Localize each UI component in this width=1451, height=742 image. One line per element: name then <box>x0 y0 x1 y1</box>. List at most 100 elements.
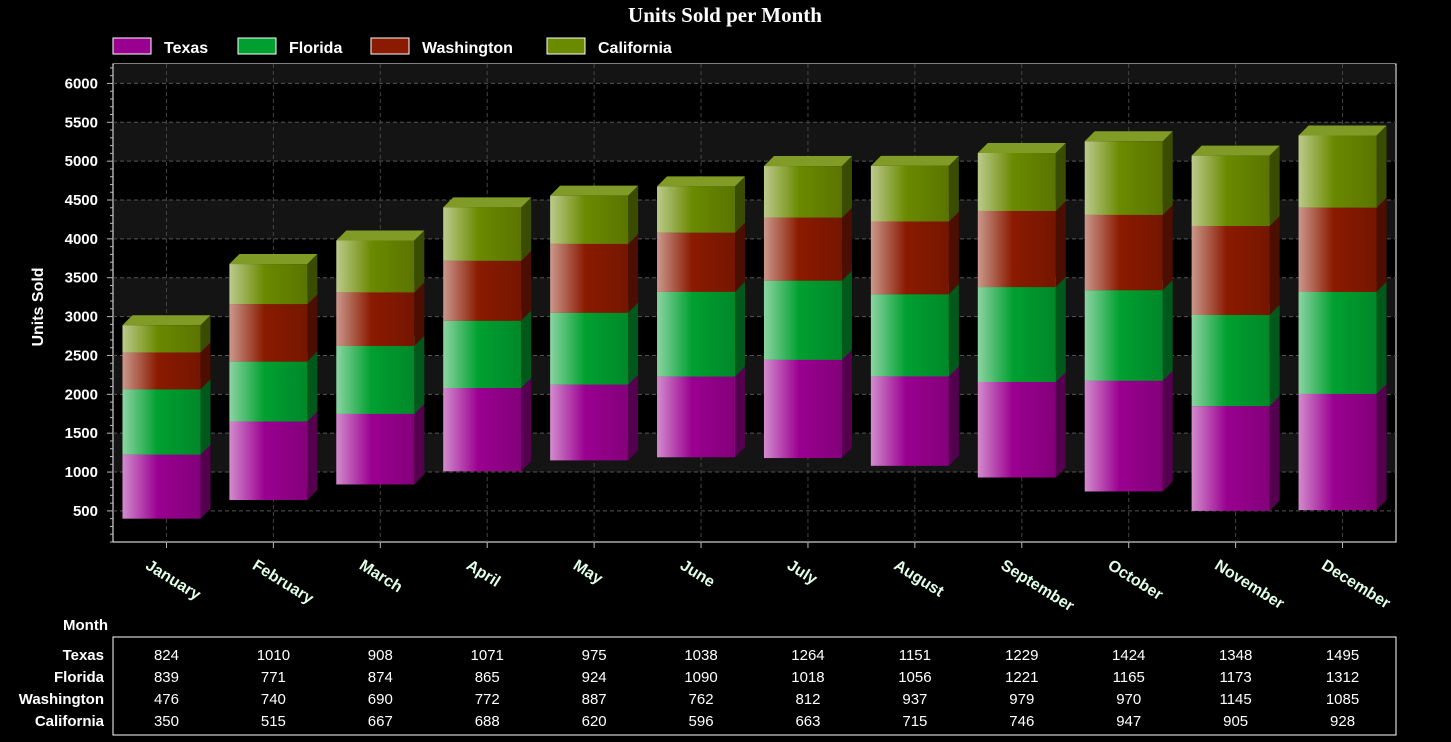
bar-side-face <box>307 411 318 501</box>
bar-side-face <box>1376 125 1387 208</box>
bar-side-face <box>1269 396 1280 511</box>
bar-front-face <box>657 376 736 458</box>
bar-top-face <box>550 185 639 196</box>
bar-top-face <box>122 315 211 326</box>
bar-side-face <box>628 302 639 385</box>
legend-swatch <box>546 37 586 55</box>
table-cell: 1173 <box>1219 669 1251 686</box>
bar-front-face <box>977 287 1056 382</box>
bar-front-face <box>336 345 415 414</box>
bar-side-face <box>1269 304 1280 407</box>
bar-side-face <box>200 315 211 353</box>
bar-top-face <box>977 142 1066 153</box>
table-cell: 865 <box>475 669 500 686</box>
bar-segment <box>229 294 318 362</box>
table-cell: 1229 <box>1005 647 1038 664</box>
bar-side-face <box>1162 131 1173 215</box>
bar-segment <box>1084 370 1173 492</box>
table-cell: 1056 <box>898 669 931 686</box>
bar-segment <box>229 411 318 501</box>
table-cell: 715 <box>902 713 927 730</box>
bar-front-face <box>763 166 842 218</box>
bar-front-face <box>1191 155 1270 226</box>
bar-segment <box>443 310 532 389</box>
legend-label: Washington <box>422 40 513 57</box>
bar-side-face <box>1162 370 1173 492</box>
bar-front-face <box>1191 225 1270 315</box>
bar-front-face <box>443 260 522 321</box>
table-row-label: Florida <box>54 669 105 686</box>
table-cell: 772 <box>475 691 500 708</box>
bar-side-face <box>948 366 959 466</box>
bar-side-face <box>1269 145 1280 226</box>
bar-side-face <box>521 310 532 389</box>
table-cell: 824 <box>154 647 179 664</box>
legend-item: Texas <box>112 37 208 57</box>
bar-front-face <box>443 320 522 389</box>
x-tick-label: May <box>570 557 605 588</box>
bar-segment <box>1084 131 1173 215</box>
table-cell: 350 <box>154 713 179 730</box>
bar-side-face <box>1162 280 1173 381</box>
table-cell: 979 <box>1009 691 1034 708</box>
bar-side-face <box>1376 383 1387 511</box>
bar-front-face <box>1084 380 1163 492</box>
legend-item: Washington <box>370 37 513 57</box>
x-tick-label: September <box>998 557 1077 615</box>
bar-stack <box>1298 125 1387 511</box>
y-tick-label: 4000 <box>65 231 98 248</box>
bar-segment <box>443 378 532 472</box>
bar-side-face <box>628 185 639 244</box>
bar-top-face <box>763 156 852 167</box>
bar-front-face <box>1084 290 1163 381</box>
table-cell: 620 <box>582 713 607 730</box>
grid-band <box>114 200 1395 239</box>
bar-front-face <box>122 352 201 390</box>
bar-side-face <box>735 366 746 458</box>
table-row: Florida 839 771 874 865 924 1090 1018 1056 1221 11… <box>54 669 1359 686</box>
bar-stack <box>336 230 425 485</box>
bar-front-face <box>550 195 629 244</box>
legend-label: Texas <box>164 40 208 57</box>
bar-front-face <box>229 304 308 362</box>
legend-label: Florida <box>289 40 342 57</box>
bar-segment <box>657 176 746 233</box>
grid <box>113 64 1396 542</box>
table-cell: 762 <box>689 691 714 708</box>
chart-title: Units Sold per Month <box>628 3 822 27</box>
bar-top-face <box>1298 125 1387 136</box>
bar-side-face <box>521 250 532 321</box>
y-tick-label: 1000 <box>65 464 98 481</box>
bar-segment <box>550 374 639 461</box>
y-axis: 500 1000 1500 2000 2500 3000 3500 4000 4500 5000 5… <box>65 67 113 543</box>
bar-side-face <box>628 233 639 313</box>
bar-side-face <box>200 342 211 390</box>
bar-segment <box>550 302 639 385</box>
bar-segment <box>336 403 425 485</box>
table-cell: 812 <box>795 691 820 708</box>
bar-segment <box>870 155 959 222</box>
y-tick-label: 500 <box>73 503 98 520</box>
bar-side-face <box>521 378 532 472</box>
bar-stack <box>229 254 318 501</box>
bar-front-face <box>870 294 949 377</box>
data-table: Month Texas 824 1010 908 1071 975 1038 1264 1151… <box>19 617 1397 736</box>
bar-segment <box>443 250 532 321</box>
bar-side-face <box>1376 281 1387 394</box>
bar-stack <box>443 197 532 472</box>
table-cell: 1010 <box>257 647 290 664</box>
bar-front-face <box>1298 291 1377 394</box>
bar-stack <box>1191 145 1280 511</box>
bar-stack <box>763 156 852 459</box>
bar-segment <box>443 197 532 261</box>
bar-front-face <box>122 325 201 353</box>
table-cell: 1495 <box>1326 647 1359 664</box>
table-cell: 928 <box>1330 713 1355 730</box>
bar-segment <box>1084 280 1173 381</box>
table-cell: 1038 <box>684 647 717 664</box>
table-cell: 1071 <box>471 647 504 664</box>
table-cell: 476 <box>154 691 179 708</box>
bar-front-face <box>763 359 842 459</box>
x-tick-label: August <box>891 557 947 601</box>
